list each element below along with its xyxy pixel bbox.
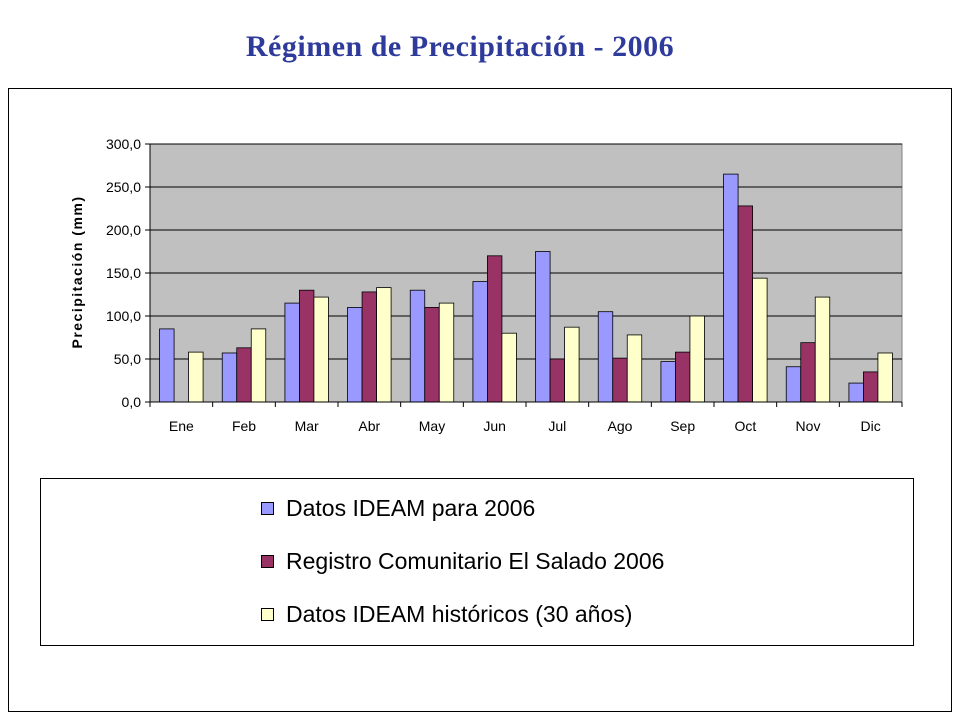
bar <box>689 315 705 403</box>
legend-item-ideam-historicos: Datos IDEAM históricos (30 años) <box>261 599 632 629</box>
bar <box>848 382 864 403</box>
bar <box>737 205 753 403</box>
legend-label: Registro Comunitario El Salado 2006 <box>286 547 665 574</box>
y-axis-label: Precipitación (mm) <box>69 195 85 348</box>
x-tick-label: Dic <box>861 418 881 434</box>
legend-swatch-ideam-historicos <box>261 607 274 621</box>
legend: Datos IDEAM para 2006 Registro Comunitar… <box>40 478 914 646</box>
legend-item-registro-comunitario: Registro Comunitario El Salado 2006 <box>261 546 664 576</box>
bars <box>159 173 893 403</box>
bar <box>376 287 392 403</box>
y-tick-label: 250,0 <box>106 179 141 195</box>
legend-swatch-ideam-2006 <box>261 501 274 515</box>
x-tick-label: Ago <box>608 418 633 434</box>
x-tick-label: Mar <box>295 418 319 434</box>
y-tick-label: 0,0 <box>122 394 142 410</box>
bar <box>409 289 426 403</box>
bar <box>612 357 628 403</box>
legend-label: Datos IDEAM históricos (30 años) <box>286 600 633 627</box>
bar <box>549 358 565 403</box>
bar <box>424 306 440 403</box>
bar <box>626 334 643 403</box>
x-tick-label: Oct <box>734 418 756 434</box>
x-tick-label: Feb <box>232 418 256 434</box>
x-tick-label: Abr <box>358 418 380 434</box>
x-tick-label: Jul <box>548 418 566 434</box>
bar <box>236 347 252 403</box>
bar <box>472 281 488 403</box>
bar <box>785 366 802 403</box>
bar <box>800 342 816 403</box>
bar <box>597 311 614 403</box>
chart-frame <box>8 88 952 712</box>
x-tick-label: May <box>419 418 445 434</box>
bar <box>535 251 551 403</box>
bar <box>188 351 204 403</box>
legend-item-ideam-2006: Datos IDEAM para 2006 <box>261 493 535 523</box>
x-tick-label: Ene <box>169 418 194 434</box>
bar <box>313 296 329 403</box>
bar <box>660 361 676 403</box>
y-tick-label: 100,0 <box>106 308 141 324</box>
bar <box>863 371 879 403</box>
y-tick-label: 150,0 <box>106 265 141 281</box>
y-tick-labels: 0,0 50,0 100,0 150,0 200,0 250,0 300,0 <box>106 136 150 410</box>
bar <box>361 291 377 403</box>
bar <box>487 255 503 403</box>
bar <box>723 173 739 403</box>
bar <box>877 352 893 403</box>
x-tick-label: Sep <box>670 418 695 434</box>
x-tick-labels: Ene Feb Mar Abr May Jun Jul Ago Sep Oct Nov Dic <box>149 402 903 434</box>
page-title: Régimen de Precipitación - 2006 <box>245 30 675 63</box>
legend-swatch-registro-comunitario <box>261 554 274 568</box>
y-tick-label: 50,0 <box>114 351 141 367</box>
bar <box>299 289 315 403</box>
bar <box>564 326 580 403</box>
bar <box>221 352 238 403</box>
x-tick-label: Jun <box>483 418 506 434</box>
bar <box>752 277 768 403</box>
bar <box>501 332 517 403</box>
bar <box>284 302 300 403</box>
x-tick-label: Nov <box>796 418 821 434</box>
bar <box>438 302 455 403</box>
bar <box>250 328 267 403</box>
y-tick-label: 300,0 <box>106 136 141 152</box>
bar <box>347 306 363 403</box>
y-tick-label: 200,0 <box>106 222 141 238</box>
bar <box>159 328 175 403</box>
bar <box>814 296 831 403</box>
bar <box>675 351 691 403</box>
gridlines <box>150 143 902 360</box>
legend-label: Datos IDEAM para 2006 <box>286 494 536 521</box>
